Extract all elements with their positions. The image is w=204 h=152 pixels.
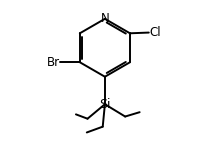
Text: N: N bbox=[101, 12, 109, 25]
Text: Cl: Cl bbox=[149, 26, 161, 39]
Text: Br: Br bbox=[47, 56, 60, 69]
Text: Si: Si bbox=[99, 98, 111, 111]
